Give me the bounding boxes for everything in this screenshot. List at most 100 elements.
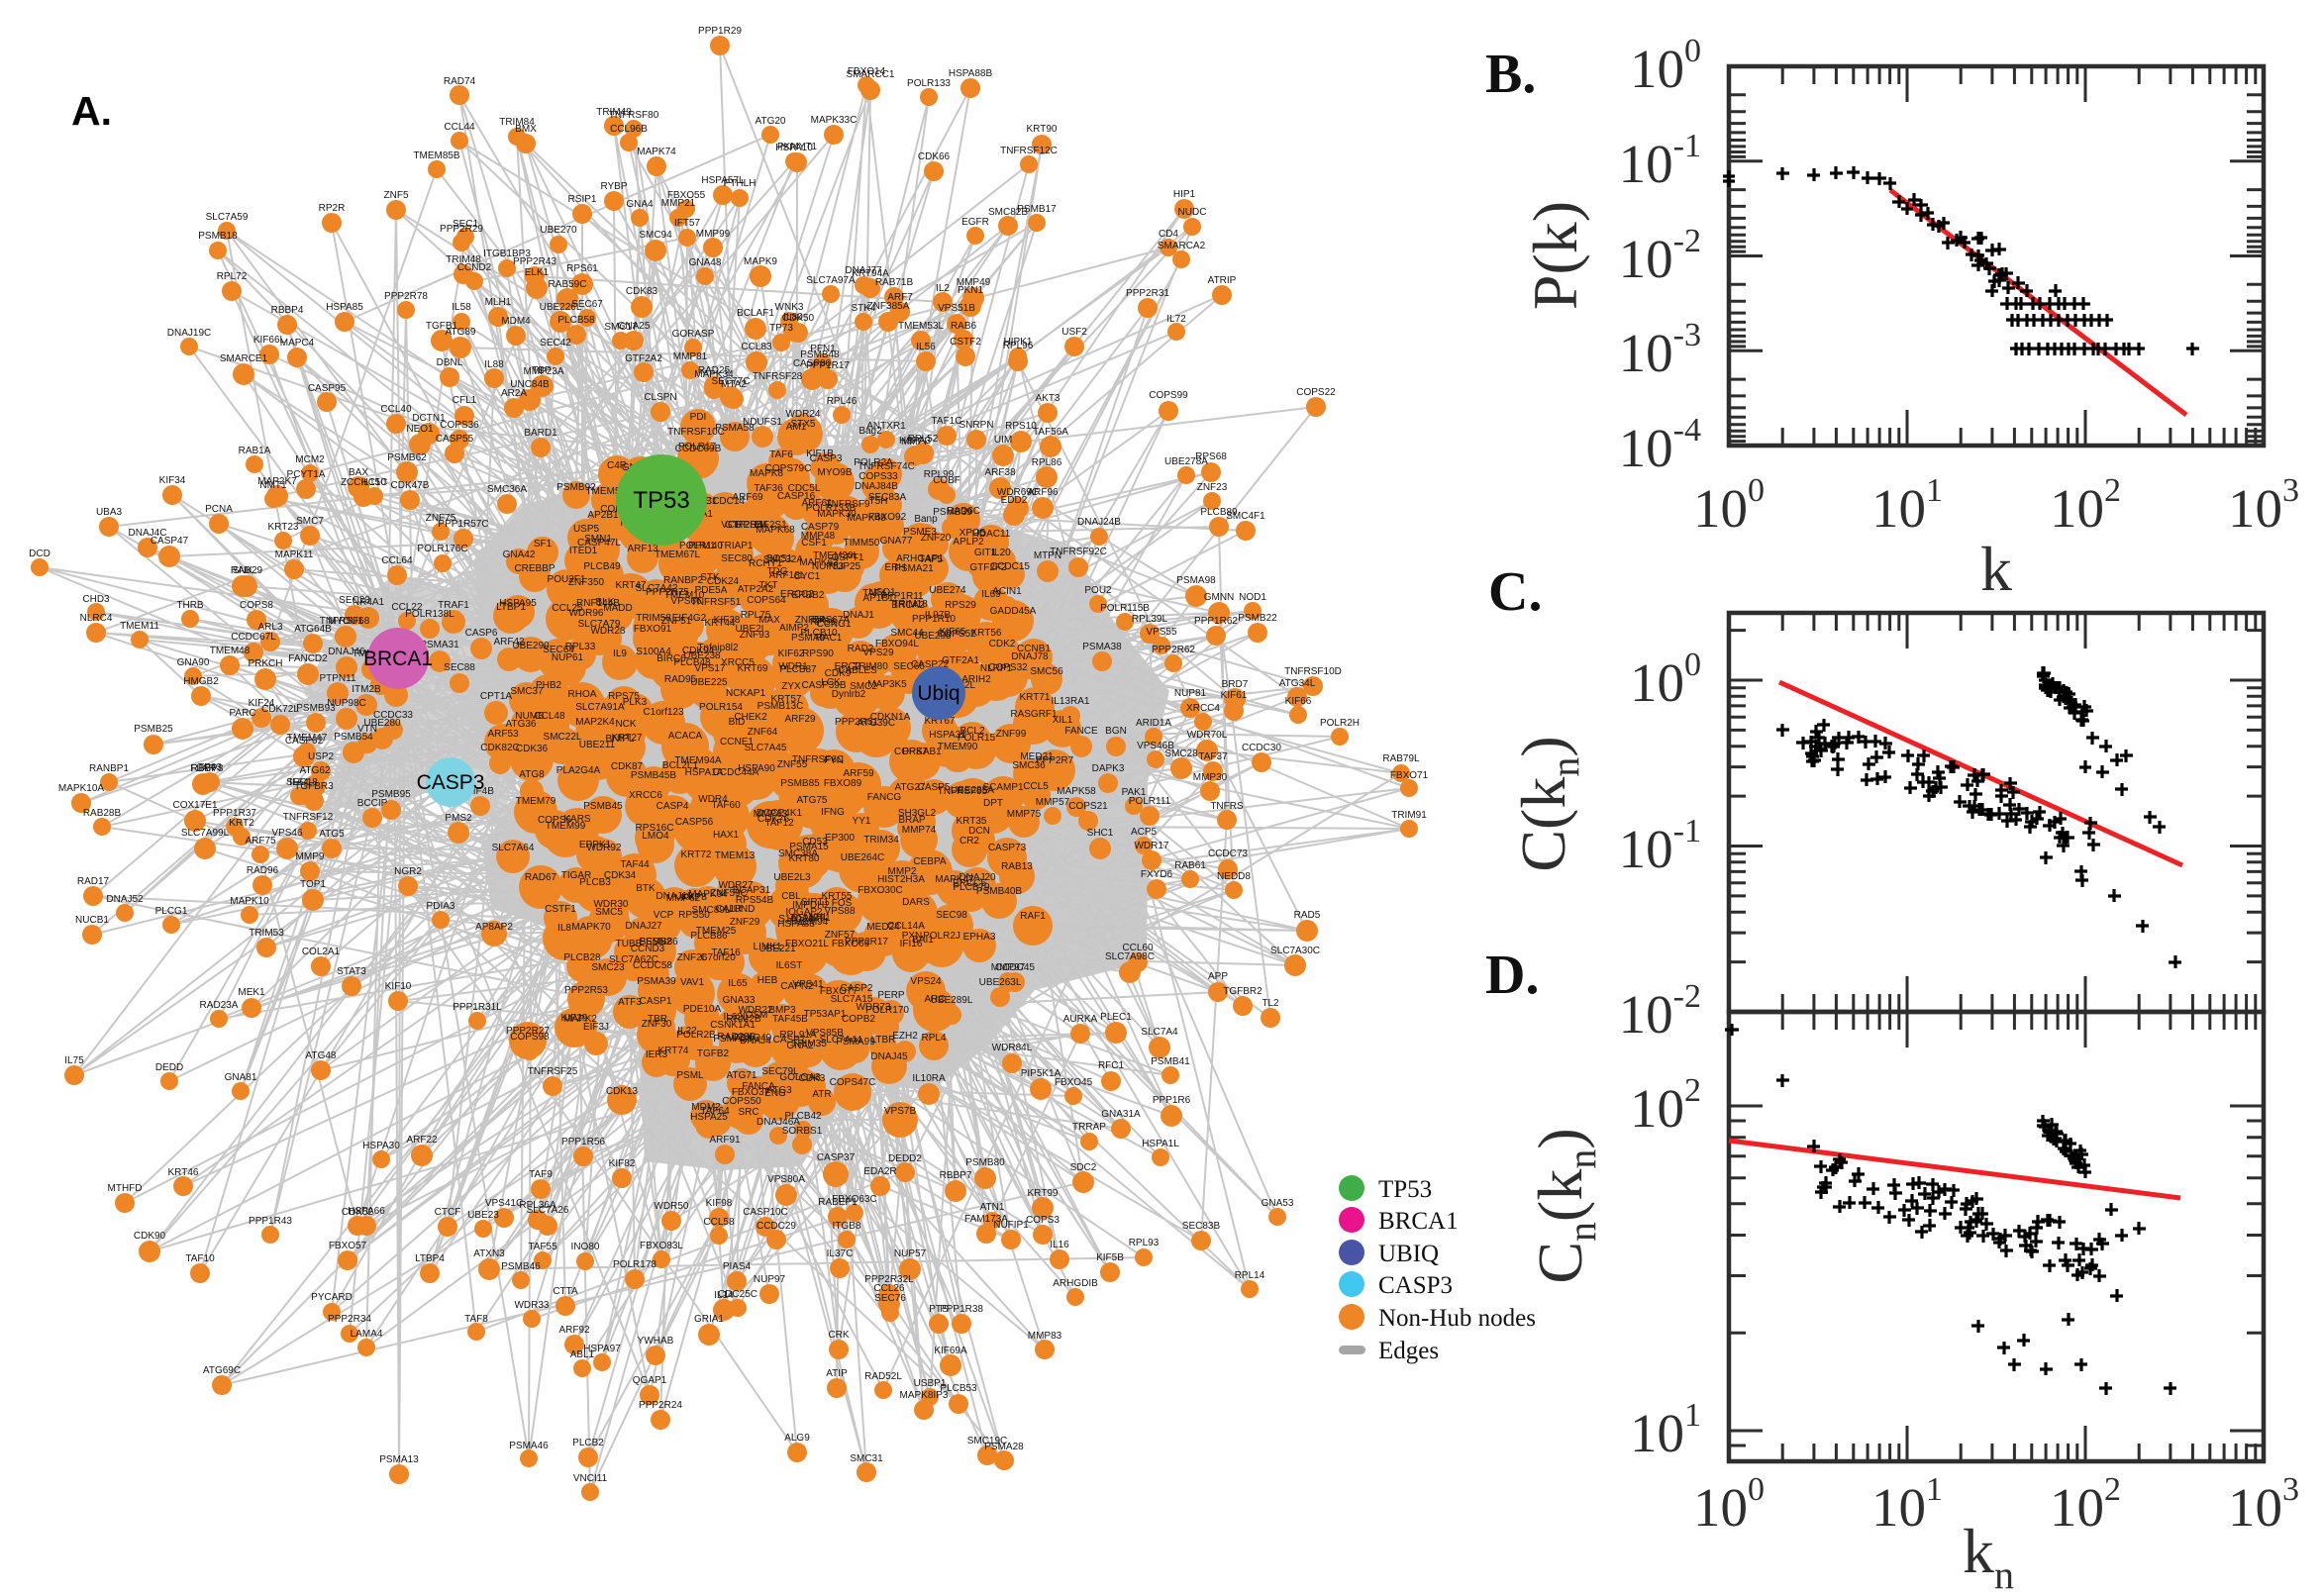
svg-text:RYBP: RYBP bbox=[600, 181, 627, 192]
svg-text:RNF144B: RNF144B bbox=[576, 598, 620, 609]
svg-text:TMEM59B: TMEM59B bbox=[585, 486, 633, 497]
svg-text:SMC89L: SMC89L bbox=[692, 905, 731, 916]
svg-text:STK: STK bbox=[700, 572, 720, 583]
svg-text:KIF69A: KIF69A bbox=[934, 1346, 967, 1356]
svg-text:TNFRSF74C: TNFRSF74C bbox=[858, 461, 915, 472]
svg-text:WDR73: WDR73 bbox=[856, 1002, 890, 1013]
svg-text:PAK1: PAK1 bbox=[1122, 787, 1147, 798]
svg-text:NEDD8: NEDD8 bbox=[1217, 871, 1251, 882]
svg-text:BIRC6: BIRC6 bbox=[656, 653, 686, 664]
svg-text:COPS32: COPS32 bbox=[988, 662, 1028, 673]
svg-text:10-1: 10-1 bbox=[1619, 128, 1701, 194]
svg-text:KIF61: KIF61 bbox=[1221, 690, 1248, 701]
svg-text:KRT69: KRT69 bbox=[738, 663, 768, 674]
svg-text:BRCA1: BRCA1 bbox=[363, 648, 433, 670]
svg-text:ERCC5: ERCC5 bbox=[953, 878, 986, 889]
svg-text:COBF: COBF bbox=[933, 475, 960, 486]
svg-text:PSMB18: PSMB18 bbox=[198, 231, 238, 242]
svg-text:PSMA13: PSMA13 bbox=[379, 1454, 419, 1465]
svg-text:SLC7A62C: SLC7A62C bbox=[609, 954, 658, 965]
svg-text:MAPK30: MAPK30 bbox=[817, 509, 857, 520]
svg-text:FBXO69: FBXO69 bbox=[832, 939, 870, 949]
svg-text:TP63: TP63 bbox=[198, 762, 222, 773]
svg-text:KIF1B: KIF1B bbox=[806, 449, 834, 459]
svg-text:CCDC33: CCDC33 bbox=[373, 710, 413, 721]
svg-text:MAPK47: MAPK47 bbox=[935, 874, 974, 885]
svg-text:k: k bbox=[1980, 534, 2012, 604]
svg-text:PSME3: PSME3 bbox=[903, 527, 937, 538]
svg-text:10-2: 10-2 bbox=[1619, 978, 1701, 1045]
svg-text:MMP83: MMP83 bbox=[1028, 1331, 1062, 1342]
svg-text:CASP10C: CASP10C bbox=[743, 1207, 788, 1218]
svg-text:TAF45B: TAF45B bbox=[772, 1014, 808, 1025]
svg-text:CCDC45: CCDC45 bbox=[995, 962, 1035, 973]
svg-text:TNFRS: TNFRS bbox=[1210, 801, 1244, 812]
svg-text:PTS: PTS bbox=[929, 1304, 949, 1315]
svg-text:CDC5L: CDC5L bbox=[788, 483, 821, 494]
svg-text:KRT99: KRT99 bbox=[1028, 1188, 1059, 1199]
svg-text:MMP30: MMP30 bbox=[1193, 772, 1228, 783]
svg-text:DNAJ78: DNAJ78 bbox=[1011, 651, 1049, 662]
svg-text:MMP97: MMP97 bbox=[991, 962, 1026, 973]
svg-text:PLCB89: PLCB89 bbox=[1200, 507, 1238, 518]
svg-text:CASP95: CASP95 bbox=[308, 383, 347, 394]
svg-text:KRT2: KRT2 bbox=[229, 818, 254, 829]
svg-text:Dynlrb2: Dynlrb2 bbox=[832, 689, 866, 700]
svg-text:TDG: TDG bbox=[766, 566, 787, 577]
svg-text:RPL4: RPL4 bbox=[921, 1033, 946, 1044]
svg-text:IL37C: IL37C bbox=[827, 1248, 854, 1259]
svg-text:INO80: INO80 bbox=[571, 1242, 600, 1252]
svg-text:GNA25: GNA25 bbox=[618, 321, 651, 332]
svg-text:GTF2F2: GTF2F2 bbox=[969, 562, 1007, 573]
svg-text:101: 101 bbox=[1871, 1471, 1943, 1538]
svg-text:PCNA: PCNA bbox=[205, 504, 233, 515]
svg-text:MCM2: MCM2 bbox=[295, 454, 325, 465]
svg-text:UNC84B: UNC84B bbox=[510, 379, 550, 390]
svg-text:PSML: PSML bbox=[676, 1070, 704, 1081]
svg-text:DNAJ45: DNAJ45 bbox=[870, 1051, 908, 1062]
svg-text:UBE221: UBE221 bbox=[758, 944, 796, 954]
svg-text:ARF59: ARF59 bbox=[843, 768, 874, 779]
svg-text:BRCA1: BRCA1 bbox=[1378, 1208, 1459, 1235]
svg-text:GMNN: GMNN bbox=[1204, 592, 1235, 603]
svg-text:UBE2L3: UBE2L3 bbox=[773, 872, 811, 883]
svg-text:COPS79C: COPS79C bbox=[765, 463, 812, 474]
svg-text:IL8: IL8 bbox=[557, 923, 571, 934]
svg-text:IL16: IL16 bbox=[1050, 1240, 1069, 1250]
svg-text:ATG39C: ATG39C bbox=[858, 718, 895, 729]
svg-text:APLP2: APLP2 bbox=[953, 537, 984, 548]
svg-text:CASP47L: CASP47L bbox=[577, 538, 621, 549]
svg-text:CDK34: CDK34 bbox=[604, 870, 637, 881]
svg-text:POLR133B: POLR133B bbox=[806, 503, 857, 514]
svg-text:100: 100 bbox=[1693, 472, 1765, 539]
svg-text:FBXO92: FBXO92 bbox=[868, 512, 907, 523]
svg-text:MMP21: MMP21 bbox=[661, 198, 696, 209]
svg-text:TAF6: TAF6 bbox=[769, 449, 793, 460]
svg-text:NUDC: NUDC bbox=[1178, 207, 1207, 218]
svg-text:MAPK70: MAPK70 bbox=[571, 922, 611, 933]
svg-text:WDR17: WDR17 bbox=[1134, 841, 1168, 851]
svg-text:UBE238: UBE238 bbox=[683, 650, 721, 661]
svg-text:TRRAP: TRRAP bbox=[1072, 1122, 1106, 1133]
svg-text:PSMB41: PSMB41 bbox=[1151, 1056, 1190, 1067]
svg-text:PPP2R7: PPP2R7 bbox=[1036, 755, 1074, 766]
svg-text:KRT23: KRT23 bbox=[268, 522, 299, 533]
svg-text:TNFRSF9: TNFRSF9 bbox=[826, 499, 870, 510]
svg-text:SMC2: SMC2 bbox=[850, 681, 877, 692]
svg-text:RPL14: RPL14 bbox=[1235, 1270, 1265, 1281]
svg-text:PPP2R32L: PPP2R32L bbox=[864, 1274, 914, 1285]
svg-text:QGAP1: QGAP1 bbox=[633, 1375, 667, 1386]
svg-text:RHOA: RHOA bbox=[568, 689, 597, 700]
svg-text:101: 101 bbox=[1630, 1397, 1701, 1463]
svg-text:SDC2: SDC2 bbox=[1070, 1162, 1097, 1173]
svg-text:PPP2R78: PPP2R78 bbox=[384, 291, 428, 302]
svg-text:CASP79: CASP79 bbox=[801, 522, 840, 533]
svg-text:BCL2: BCL2 bbox=[960, 726, 984, 737]
svg-text:RPL72: RPL72 bbox=[217, 271, 248, 282]
svg-text:TGFB2: TGFB2 bbox=[697, 1048, 730, 1059]
svg-text:GSPT1: GSPT1 bbox=[832, 552, 864, 563]
svg-text:MMP49: MMP49 bbox=[957, 277, 991, 288]
svg-text:CCDC58: CCDC58 bbox=[633, 960, 672, 971]
svg-text:FBXO57: FBXO57 bbox=[329, 1241, 367, 1251]
svg-text:CTTA: CTTA bbox=[553, 1286, 578, 1297]
